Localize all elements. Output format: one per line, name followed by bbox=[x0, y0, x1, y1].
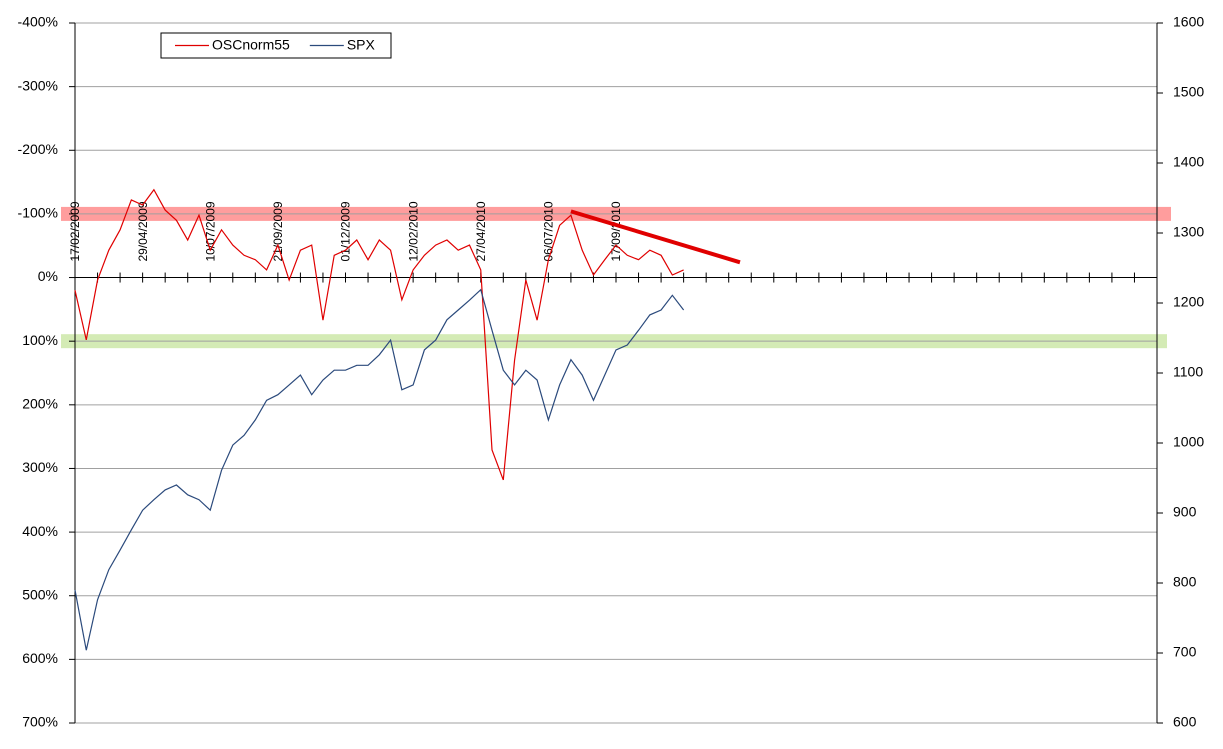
y2-tick-label: 600 bbox=[1173, 714, 1197, 730]
legend-label: OSCnorm55 bbox=[212, 37, 290, 53]
y2-tick-label: 1600 bbox=[1173, 14, 1204, 30]
y-tick-label: 100% bbox=[22, 332, 58, 348]
y-tick-label: 400% bbox=[22, 523, 58, 539]
y-tick-label: -400% bbox=[18, 14, 58, 30]
x-tick-label: 17/02/2009 bbox=[68, 201, 82, 261]
trend-line bbox=[570, 209, 741, 265]
y-tick-label: 500% bbox=[22, 586, 58, 602]
y2-tick-label: 1200 bbox=[1173, 294, 1204, 310]
y-tick-label: -300% bbox=[18, 77, 58, 93]
x-tick-label: 12/02/2010 bbox=[406, 201, 420, 261]
y-tick-label: 600% bbox=[22, 650, 58, 666]
y-tick-label: -100% bbox=[18, 205, 58, 221]
x-tick-label: 10/07/2009 bbox=[203, 201, 217, 261]
y2-tick-label: 1100 bbox=[1173, 364, 1203, 380]
y-tick-label: 200% bbox=[22, 396, 58, 412]
series-line bbox=[74, 288, 685, 651]
y2-tick-label: 1400 bbox=[1173, 154, 1204, 170]
x-tick-label: 21/09/2009 bbox=[271, 201, 285, 261]
legend-label: SPX bbox=[347, 37, 376, 53]
x-tick-label: 27/04/2010 bbox=[474, 201, 488, 261]
y2-tick-label: 1000 bbox=[1173, 434, 1204, 450]
y2-tick-label: 700 bbox=[1173, 644, 1197, 660]
x-tick-label: 29/04/2009 bbox=[136, 201, 150, 261]
y-tick-label: 0% bbox=[38, 268, 58, 284]
y-tick-label: -200% bbox=[18, 141, 58, 157]
x-tick-label: 06/07/2010 bbox=[542, 201, 556, 261]
y-tick-label: 300% bbox=[22, 459, 58, 475]
x-tick-label: 17/09/2010 bbox=[609, 201, 623, 261]
y2-tick-label: 900 bbox=[1173, 504, 1197, 520]
series-line bbox=[74, 188, 684, 481]
y2-tick-label: 1300 bbox=[1173, 224, 1204, 240]
y2-tick-label: 800 bbox=[1173, 574, 1197, 590]
y-tick-label: 700% bbox=[22, 714, 58, 730]
y2-tick-label: 1500 bbox=[1173, 84, 1204, 100]
